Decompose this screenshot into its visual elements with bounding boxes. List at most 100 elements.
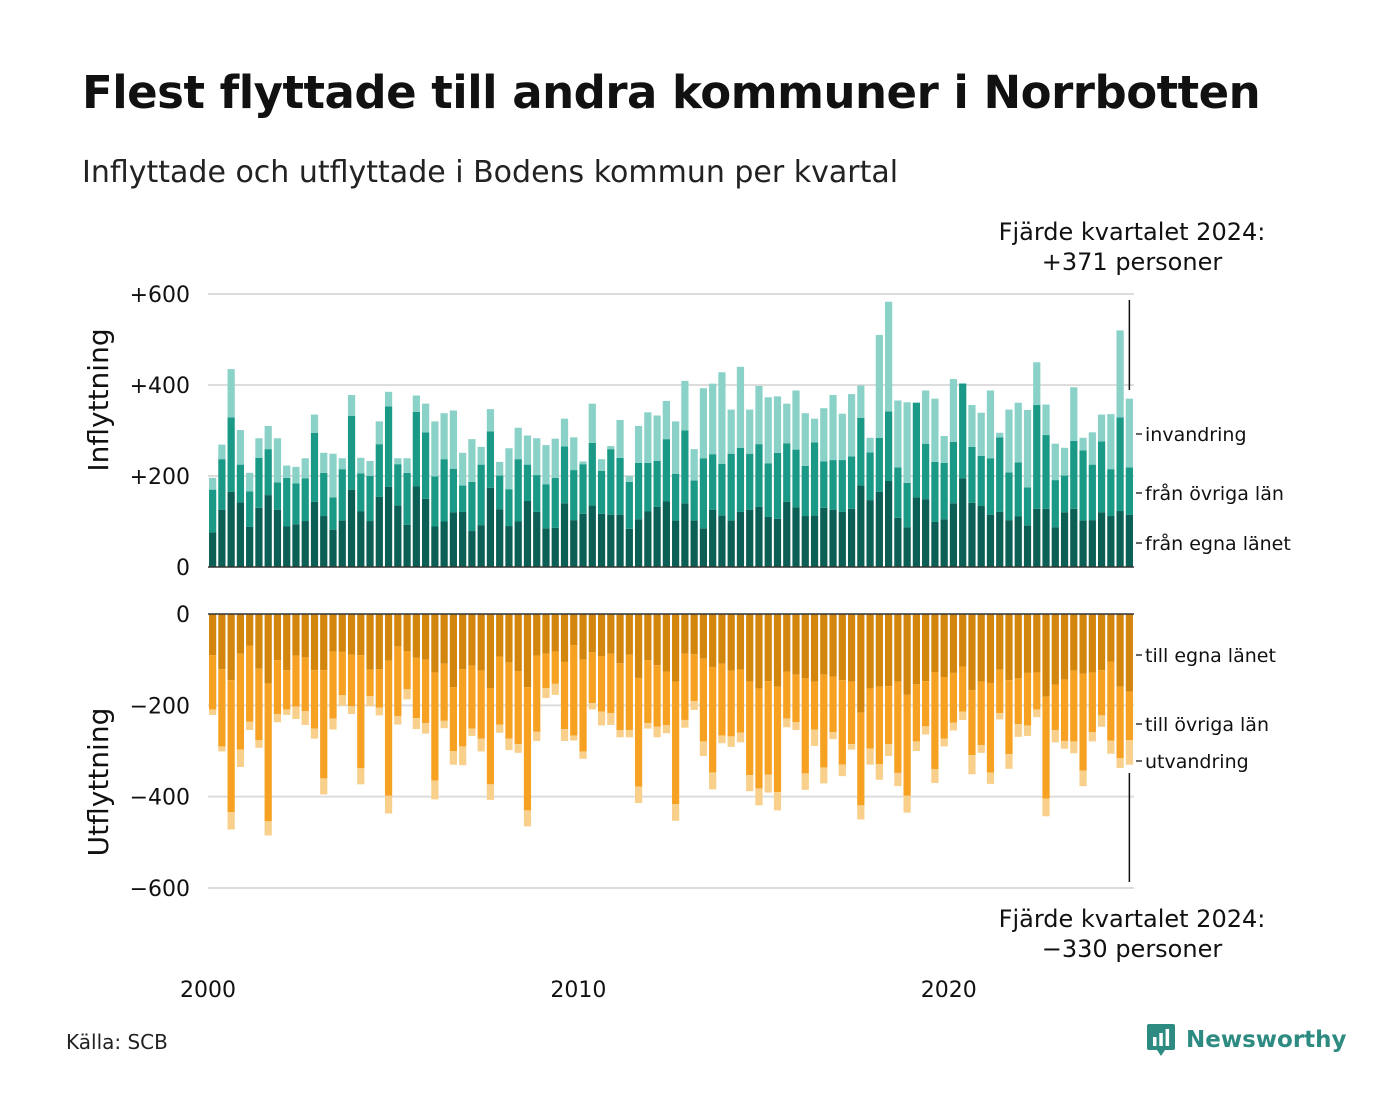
bar-segment: [968, 446, 976, 503]
bar-segment: [533, 731, 541, 741]
bar-segment: [1079, 673, 1087, 771]
bar-segment: [829, 732, 837, 740]
bar-segment: [227, 417, 235, 492]
bar-segment: [505, 614, 513, 663]
bar-segment: [875, 686, 883, 765]
bar-segment: [1070, 387, 1078, 441]
bar-segment: [662, 400, 670, 440]
bar-segment: [486, 409, 495, 432]
bar-segment: [422, 403, 430, 433]
bar-segment: [468, 481, 476, 532]
bar-segment: [384, 486, 393, 567]
bar-segment: [940, 738, 948, 747]
bar-segment: [847, 456, 856, 509]
bar-segment: [792, 390, 800, 450]
bar-segment: [236, 502, 245, 567]
bar-segment: [783, 671, 791, 719]
bar-segment: [1033, 614, 1041, 673]
bar-segment: [366, 476, 374, 522]
bar-segment: [283, 670, 291, 710]
bar-segment: [236, 614, 245, 654]
y-tick-label: −400: [130, 786, 190, 811]
bar-segment: [273, 482, 282, 510]
bar-segment: [792, 674, 800, 723]
bar-segment: [820, 408, 828, 462]
bar-segment: [625, 729, 633, 738]
bar-segment: [616, 514, 624, 567]
bar-segment: [1005, 614, 1013, 681]
bar-segment: [783, 501, 791, 567]
series-label: till egna länet: [1145, 645, 1276, 667]
bar-segment: [912, 402, 920, 498]
bar-segment: [959, 383, 967, 479]
bar-segment: [246, 472, 254, 492]
bar-segment: [709, 614, 717, 667]
bar-segment: [431, 421, 439, 477]
bar-segment: [986, 682, 995, 773]
bar-segment: [875, 334, 883, 438]
bar-segment: [1097, 715, 1106, 727]
bar-segment: [857, 385, 865, 418]
bar-segment: [986, 458, 995, 515]
bar-segment: [1088, 432, 1096, 465]
bar-segment: [523, 501, 532, 567]
bar-segment: [727, 453, 735, 521]
bar-segment: [588, 703, 596, 710]
bar-segment: [375, 421, 383, 445]
bar-segment: [292, 524, 300, 567]
bar-segment: [283, 526, 291, 567]
bar-segment: [227, 369, 235, 418]
bar-segment: [773, 396, 782, 453]
bar-segment: [829, 614, 837, 677]
bar-segment: [1125, 614, 1133, 692]
logo-text: Newsworthy: [1186, 1027, 1347, 1053]
bar-segment: [1042, 508, 1050, 567]
bar-segment: [922, 614, 930, 682]
bar-segment: [699, 528, 708, 567]
bar-segment: [681, 430, 689, 504]
bar-segment: [357, 511, 365, 567]
bar-segment: [866, 452, 874, 501]
bar-segment: [329, 497, 337, 530]
bar-segment: [986, 614, 995, 683]
bar-segment: [560, 729, 569, 741]
bar-segment: [1097, 670, 1106, 716]
bar-segment: [616, 663, 624, 730]
newsworthy-logo: Newsworthy: [1146, 1022, 1347, 1058]
bar-segment: [699, 458, 708, 529]
bar-segment: [755, 506, 763, 567]
bar-segment: [1051, 527, 1059, 567]
bar-segment: [773, 792, 782, 811]
bar-segment: [1060, 614, 1069, 680]
bar-segment: [672, 473, 680, 521]
bar-segment: [283, 477, 291, 527]
annotation-bottom-line2: −330 personer: [1041, 935, 1223, 963]
y-tick-label: +600: [130, 283, 190, 308]
bar-segment: [810, 729, 819, 746]
y-tick-label: −200: [130, 694, 190, 719]
bar-segment: [718, 463, 726, 516]
bar-segment: [1014, 402, 1022, 463]
bar-segment: [1079, 437, 1087, 451]
bar-segment: [746, 453, 754, 510]
bar-segment: [764, 397, 772, 464]
bar-segment: [644, 412, 652, 463]
chart-subtitle: Inflyttade och utflyttade i Bodens kommu…: [82, 155, 899, 190]
bar-segment: [1033, 672, 1041, 710]
bar-segment: [1051, 729, 1059, 743]
bar-segment: [347, 395, 356, 416]
bar-segment: [514, 521, 522, 567]
bar-segment: [755, 614, 763, 689]
bar-segment: [310, 414, 319, 433]
bar-segment: [255, 740, 263, 748]
bar-segment: [857, 805, 865, 820]
bar-segment: [792, 507, 800, 567]
bar-segment: [486, 431, 495, 488]
bar-segment: [727, 409, 735, 454]
bar-segment: [746, 509, 754, 567]
panel-axis-label: Inflyttning: [82, 328, 115, 471]
bar-segment: [366, 614, 374, 670]
bar-segment: [903, 482, 911, 528]
bar-segment: [616, 729, 624, 738]
